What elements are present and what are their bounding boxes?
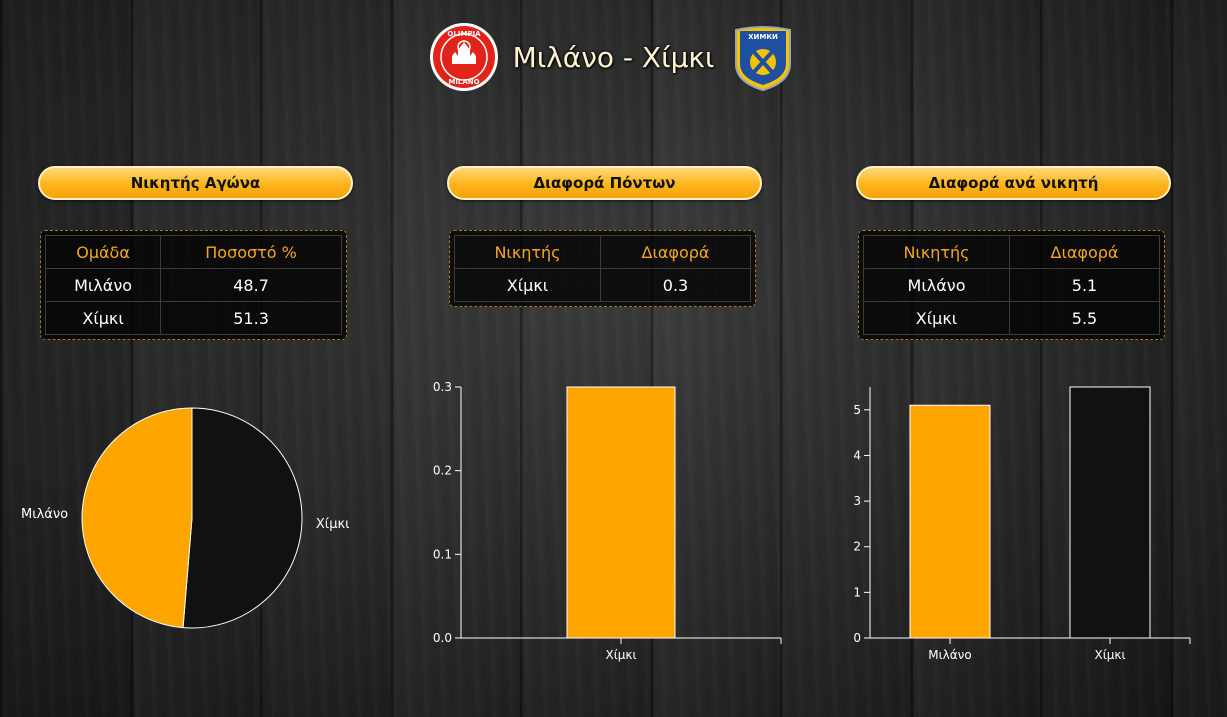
- pie-label: Χίμκι: [316, 517, 350, 532]
- x-tick-label: Χίμκι: [605, 648, 636, 662]
- pie-slice: [182, 407, 303, 629]
- table-header-row: Νικητής Διαφορά: [454, 235, 751, 269]
- winner-table: Ομάδα Ποσοστό % Μιλάνο 48.7 Χίμκι 51.3: [40, 230, 347, 340]
- x-tick-label: Χίμκι: [1094, 648, 1125, 662]
- diff-per-winner-table: Νικητής Διαφορά Μιλάνο 5.1 Χίμκι 5.5: [858, 230, 1165, 340]
- table-header-row: Νικητής Διαφορά: [863, 235, 1160, 269]
- table-cell: Μιλάνο: [863, 268, 1010, 302]
- match-header: OLIMPIA MILANO Μιλάνο - Χίμκι ХИМКИ: [0, 22, 1227, 92]
- table-row: Χίμκι 5.5: [863, 301, 1160, 335]
- column-header: Νικητής: [454, 235, 601, 269]
- y-tick-label: 2: [853, 540, 861, 554]
- match-title: Μιλάνο - Χίμκι: [512, 40, 715, 74]
- column-header: Ποσοστό %: [160, 235, 342, 269]
- bar: [909, 404, 991, 639]
- table-cell: Χίμκι: [454, 268, 601, 302]
- points-diff-table: Νικητής Διαφορά Χίμκι 0.3: [449, 230, 756, 307]
- winner-pie-chart: Χίμκι Μιλάνο: [21, 407, 350, 629]
- column-header: Ομάδα: [44, 235, 162, 269]
- diff-per-winner-panel-title: Διαφορά ανά νικητή: [856, 166, 1171, 200]
- winner-panel-title: Νικητής Αγώνα: [38, 166, 353, 200]
- x-tick-label: Μιλάνο: [928, 648, 971, 662]
- diff-per-winner-bar-chart: 0 1 2 3 4 5 Μιλάνο Χίμκι: [853, 386, 1191, 662]
- table-row: Χίμκι 51.3: [44, 301, 342, 335]
- y-tick-label: 0.3: [433, 380, 452, 394]
- table-row: Μιλάνο 48.7: [44, 268, 342, 302]
- points-diff-panel-title: Διαφορά Πόντων: [447, 166, 762, 200]
- khimki-logo-text: ХИМКИ: [748, 33, 778, 41]
- y-tick-label: 1: [853, 585, 861, 599]
- pie-label: Μιλάνο: [21, 507, 68, 522]
- y-tick-label: 0: [853, 631, 861, 645]
- column-header: Νικητής: [863, 235, 1010, 269]
- table-cell: Χίμκι: [44, 301, 162, 335]
- y-tick-label: 3: [853, 494, 861, 508]
- bar: [566, 386, 676, 639]
- khimki-logo-icon: ХИМКИ: [735, 26, 792, 92]
- bar: [1069, 386, 1151, 639]
- column-header: Διαφορά: [600, 235, 751, 269]
- column-header: Διαφορά: [1009, 235, 1160, 269]
- table-cell: Μιλάνο: [44, 268, 162, 302]
- table-cell: Χίμκι: [863, 301, 1010, 335]
- olimpia-milano-logo-icon: OLIMPIA MILANO: [429, 23, 498, 91]
- table-cell: 0.3: [600, 268, 751, 302]
- table-cell: 5.5: [1009, 301, 1160, 335]
- table-cell: 48.7: [160, 268, 342, 302]
- y-tick-label: 4: [853, 448, 861, 462]
- y-tick-label: 5: [853, 403, 861, 417]
- points-diff-bar-chart: 0.0 0.1 0.2 0.3 Χίμκι: [433, 380, 782, 662]
- y-tick-label: 0.1: [433, 547, 452, 561]
- pie-slice: [81, 407, 193, 629]
- logo-text-bottom: MILANO: [448, 78, 479, 86]
- logo-text-top: OLIMPIA: [447, 30, 481, 38]
- table-header-row: Ομάδα Ποσοστό %: [44, 235, 342, 269]
- table-row: Μιλάνο 5.1: [863, 268, 1160, 302]
- y-tick-label: 0.2: [433, 464, 452, 478]
- table-cell: 51.3: [160, 301, 342, 335]
- y-tick-label: 0.0: [433, 631, 452, 645]
- table-cell: 5.1: [1009, 268, 1160, 302]
- table-row: Χίμκι 0.3: [454, 268, 751, 302]
